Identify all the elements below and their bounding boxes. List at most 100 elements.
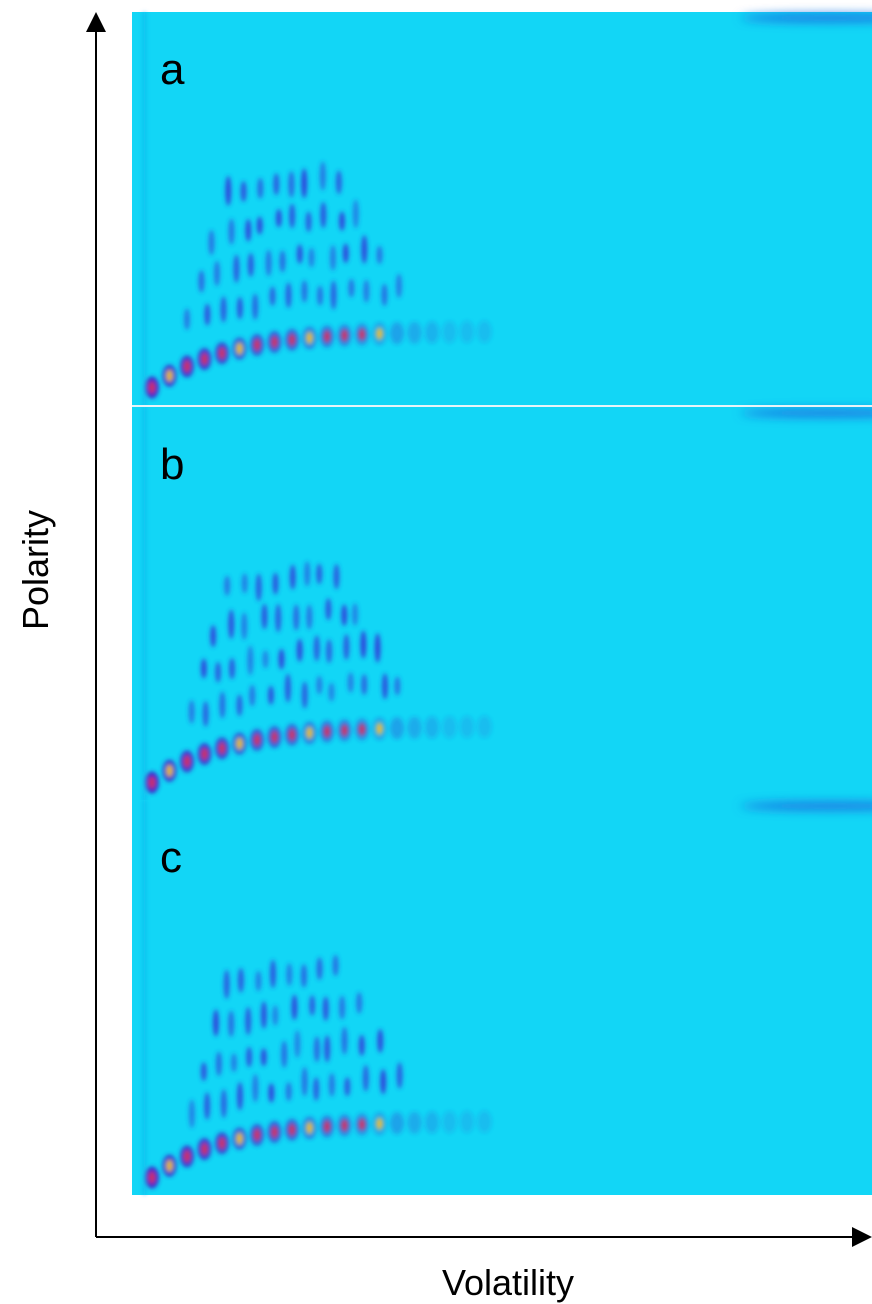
peak bbox=[316, 675, 323, 695]
peak bbox=[229, 658, 236, 680]
peak bbox=[260, 1001, 267, 1029]
peak bbox=[347, 672, 354, 693]
peak bbox=[236, 296, 243, 320]
peak-core bbox=[288, 728, 296, 741]
peak bbox=[249, 684, 256, 707]
peak bbox=[376, 245, 383, 265]
peak-core bbox=[201, 1143, 208, 1156]
peak-core bbox=[323, 725, 331, 738]
peak bbox=[308, 247, 315, 268]
peak bbox=[220, 1089, 227, 1119]
baseline-streak bbox=[740, 14, 872, 22]
peak bbox=[344, 1077, 351, 1097]
peak bbox=[220, 296, 227, 323]
peak bbox=[361, 235, 368, 264]
peak bbox=[395, 273, 402, 298]
peak bbox=[293, 604, 300, 631]
peak bbox=[272, 1005, 279, 1026]
peak bbox=[377, 1028, 384, 1053]
peak bbox=[328, 682, 335, 702]
peak bbox=[477, 1110, 492, 1133]
peak-core bbox=[166, 764, 173, 777]
peak bbox=[477, 715, 492, 738]
peak-core bbox=[218, 742, 226, 755]
peak-core bbox=[323, 1120, 331, 1133]
peak bbox=[306, 604, 313, 630]
peak-core bbox=[236, 1132, 243, 1145]
peak bbox=[267, 685, 274, 705]
peak bbox=[324, 1035, 331, 1063]
peak bbox=[213, 260, 220, 287]
peak bbox=[313, 635, 320, 662]
peak bbox=[301, 280, 308, 303]
peak bbox=[390, 1112, 404, 1135]
peak bbox=[300, 964, 307, 988]
x-axis-label: Volatility bbox=[442, 1262, 574, 1303]
peak bbox=[425, 716, 439, 739]
peak bbox=[210, 625, 217, 648]
peak bbox=[265, 249, 272, 277]
peak-core bbox=[148, 381, 156, 394]
peak bbox=[260, 1048, 267, 1067]
peak bbox=[328, 1073, 335, 1097]
peak bbox=[313, 1036, 320, 1063]
peak bbox=[294, 1030, 301, 1058]
peak bbox=[262, 650, 269, 669]
peak bbox=[225, 175, 232, 206]
peak bbox=[237, 967, 244, 993]
peak-core bbox=[288, 1123, 296, 1136]
peak bbox=[317, 285, 324, 306]
peak-core bbox=[341, 724, 348, 737]
peak bbox=[240, 180, 247, 202]
peak-core bbox=[306, 726, 313, 739]
peak bbox=[343, 634, 350, 661]
peak-core bbox=[271, 731, 278, 744]
peak bbox=[356, 992, 363, 1014]
peak bbox=[188, 699, 195, 724]
peak bbox=[305, 211, 312, 233]
peak-core bbox=[306, 1121, 313, 1134]
peak bbox=[247, 252, 254, 277]
peak bbox=[301, 1066, 308, 1097]
panel-label: b bbox=[160, 440, 184, 489]
peak-core bbox=[376, 1117, 383, 1130]
peak bbox=[279, 250, 286, 273]
peak bbox=[241, 612, 248, 640]
peak bbox=[296, 244, 303, 264]
panel: a bbox=[132, 12, 872, 405]
peak bbox=[360, 630, 367, 659]
peak-core bbox=[166, 1159, 173, 1172]
peak bbox=[228, 609, 235, 639]
peak bbox=[330, 280, 337, 310]
peak bbox=[246, 1046, 253, 1068]
peak bbox=[256, 216, 263, 235]
peak bbox=[270, 959, 277, 989]
peak bbox=[304, 561, 311, 587]
peak-core bbox=[376, 722, 383, 735]
peak-core bbox=[271, 1126, 278, 1139]
y-axis-label: Polarity bbox=[15, 510, 56, 630]
peak bbox=[247, 645, 254, 676]
peak bbox=[268, 1083, 275, 1103]
peak-core bbox=[201, 353, 208, 366]
peak bbox=[219, 691, 226, 719]
peak bbox=[352, 603, 359, 626]
peak bbox=[252, 293, 259, 320]
peak bbox=[286, 963, 293, 986]
peak-core bbox=[253, 733, 261, 746]
peak bbox=[381, 673, 388, 700]
peak bbox=[285, 1082, 292, 1102]
panel-label: a bbox=[160, 45, 185, 94]
peak bbox=[407, 716, 422, 739]
peak-core bbox=[358, 328, 366, 341]
peak bbox=[212, 1009, 219, 1037]
peak bbox=[281, 1040, 288, 1068]
peak bbox=[339, 995, 346, 1020]
peak bbox=[200, 658, 207, 679]
peak-core bbox=[218, 347, 226, 360]
peak bbox=[460, 715, 474, 738]
peak bbox=[341, 1026, 348, 1055]
panels: a b c bbox=[132, 12, 872, 1195]
peak-core bbox=[148, 1171, 156, 1184]
